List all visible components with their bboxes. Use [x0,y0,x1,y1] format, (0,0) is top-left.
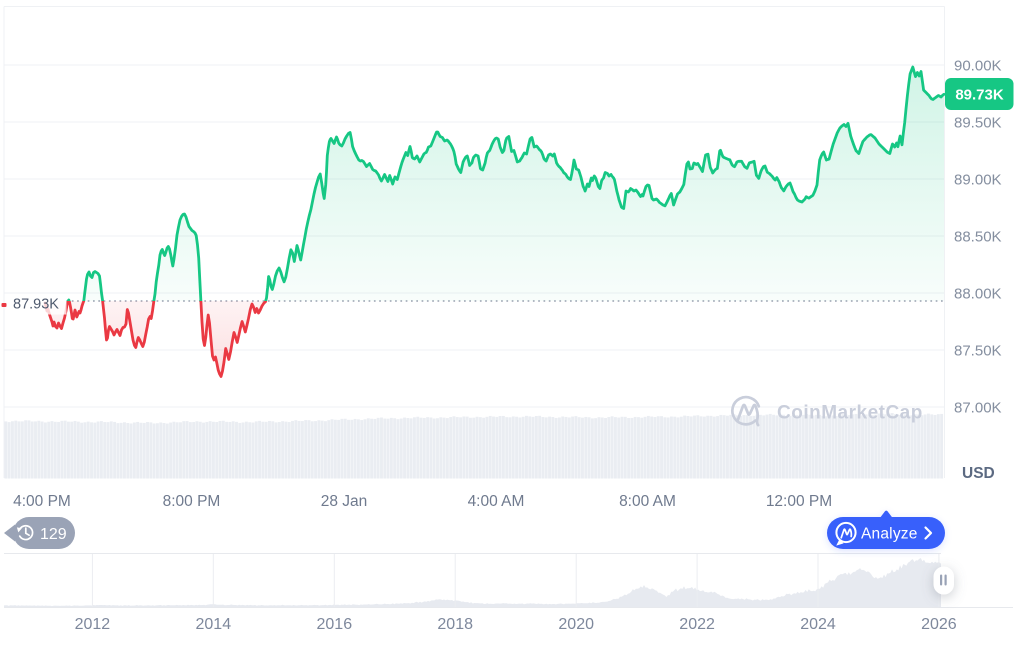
svg-text:2020: 2020 [558,616,594,633]
svg-text:8:00 AM: 8:00 AM [619,493,676,510]
svg-text:2016: 2016 [317,616,353,633]
svg-text:28 Jan: 28 Jan [321,493,368,510]
svg-text:89.73K: 89.73K [955,87,1004,104]
svg-text:2012: 2012 [75,616,111,633]
svg-text:4:00 PM: 4:00 PM [13,493,71,510]
svg-text:2018: 2018 [437,616,473,633]
svg-text:87.93K: 87.93K [13,297,59,313]
svg-text:87.50K: 87.50K [954,342,1002,359]
svg-text:89.50K: 89.50K [954,114,1002,131]
svg-text:8:00 PM: 8:00 PM [163,493,221,510]
svg-text:2024: 2024 [800,616,836,633]
svg-text:2022: 2022 [679,616,715,633]
svg-text:CoinMarketCap: CoinMarketCap [777,403,923,424]
svg-text:Analyze: Analyze [861,526,918,543]
svg-text:89.00K: 89.00K [954,171,1002,188]
svg-text:USD: USD [962,465,995,482]
svg-text:88.00K: 88.00K [954,285,1002,302]
svg-text:4:00 AM: 4:00 AM [468,493,525,510]
svg-text:129: 129 [40,526,67,543]
svg-text:90.00K: 90.00K [954,57,1002,74]
svg-text:88.50K: 88.50K [954,228,1002,245]
svg-text:2014: 2014 [196,616,232,633]
svg-text:2026: 2026 [921,616,957,633]
svg-text:87.00K: 87.00K [954,399,1002,416]
svg-text:12:00 PM: 12:00 PM [766,493,832,510]
